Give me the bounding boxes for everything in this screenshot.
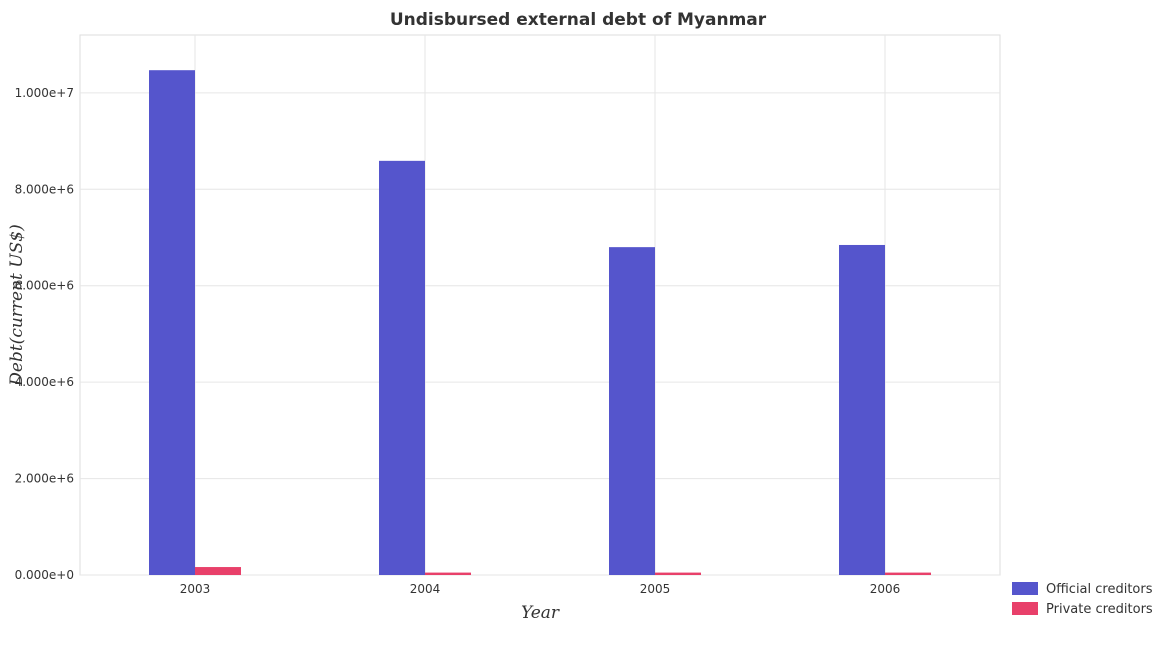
legend-label: Private creditors <box>1046 602 1153 617</box>
y-tick-label: 1.000e+7 <box>15 86 74 100</box>
x-tick-label: 2004 <box>410 582 441 596</box>
x-axis-label: Year <box>521 603 560 623</box>
legend-swatch-private <box>1012 602 1038 615</box>
bar-private-creditors <box>425 572 471 575</box>
bar-private-creditors <box>655 572 701 575</box>
y-axis-label: Debt(current US$) <box>7 224 27 386</box>
bar-official-creditors <box>379 160 425 575</box>
y-tick-label: 6.000e+6 <box>15 279 74 293</box>
legend-label: Official creditors <box>1046 582 1153 597</box>
bar-private-creditors <box>195 567 241 575</box>
bar-official-creditors <box>839 244 885 576</box>
y-tick-label: 2.000e+6 <box>15 472 74 486</box>
chart-title: Undisbursed external debt of Myanmar <box>390 10 767 30</box>
bar-official-creditors <box>149 70 195 576</box>
bar-official-creditors <box>609 247 655 575</box>
x-tick-label: 2005 <box>640 582 671 596</box>
legend: Official creditors Private creditors <box>1012 582 1153 617</box>
bar-private-creditors <box>885 572 931 575</box>
y-tick-label: 4.000e+6 <box>15 375 74 389</box>
x-tick-label: 2003 <box>180 582 211 596</box>
tick-labels: 0.000e+0 2.000e+6 4.000e+6 6.000e+6 8.000e+6… <box>15 86 901 596</box>
bars <box>149 70 931 576</box>
y-tick-label: 0.000e+0 <box>15 568 74 582</box>
legend-swatch-official <box>1012 582 1038 595</box>
x-tick-label: 2006 <box>870 582 901 596</box>
y-tick-label: 8.000e+6 <box>15 182 74 196</box>
